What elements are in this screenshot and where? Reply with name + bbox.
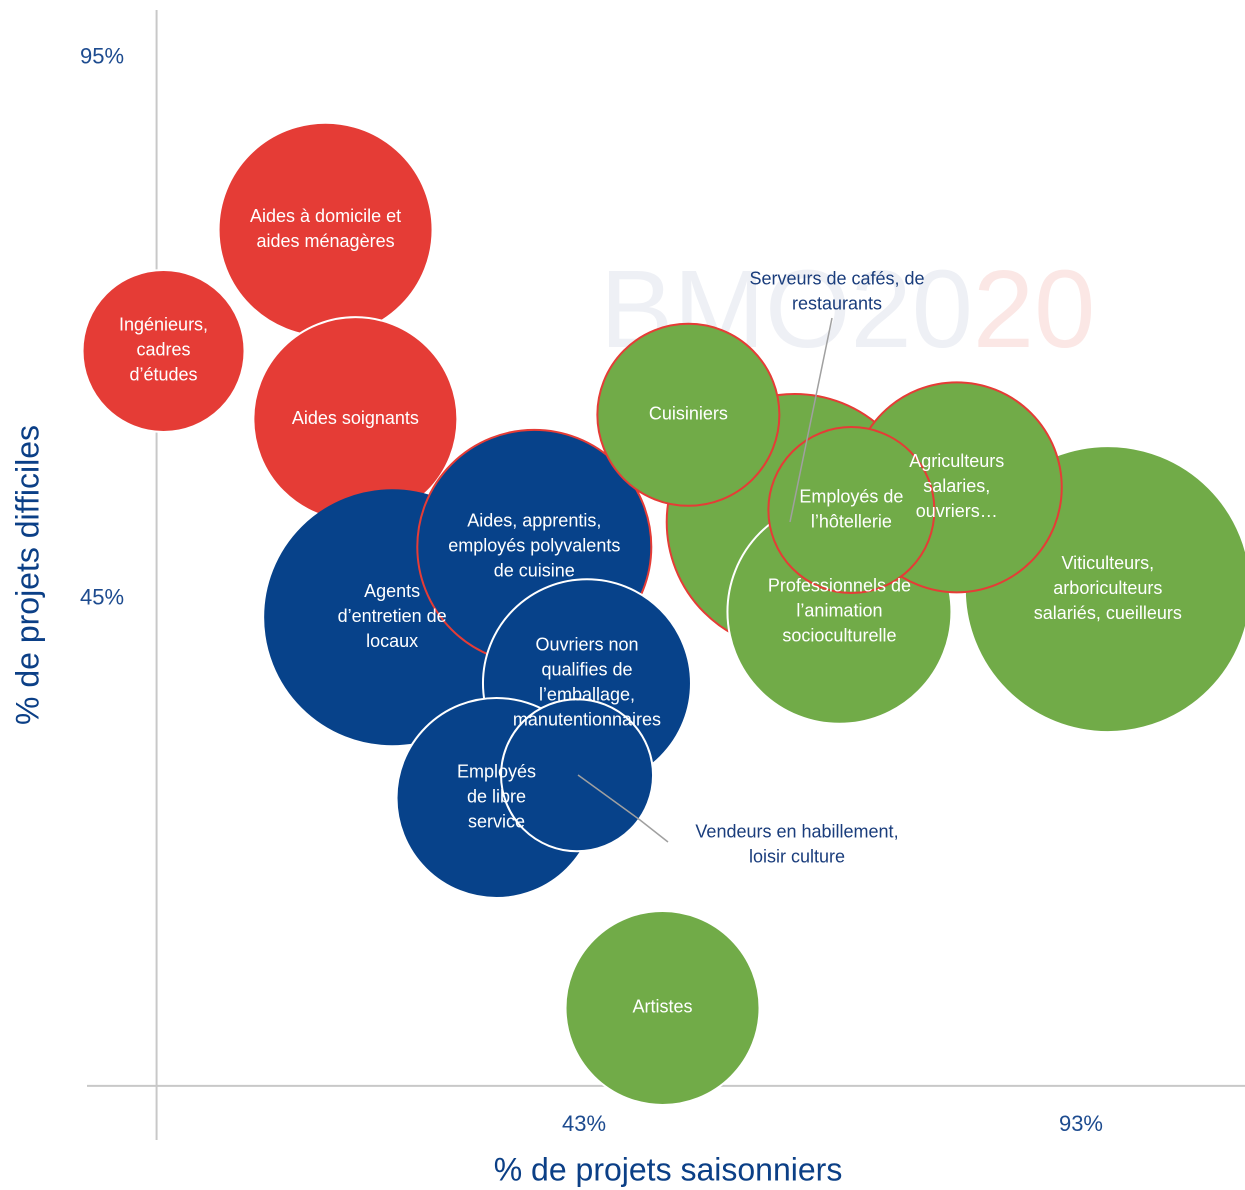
bubble-label: l’animation bbox=[796, 601, 882, 621]
bubble-label: ouvriers… bbox=[916, 501, 998, 521]
x-axis-title: % de projets saisonniers bbox=[494, 1151, 843, 1187]
leader-line bbox=[789, 317, 833, 523]
bubble bbox=[596, 322, 781, 507]
bubble bbox=[564, 909, 761, 1106]
bubble-label: l’hôtellerie bbox=[811, 511, 892, 531]
annotation: restaurants bbox=[792, 293, 882, 313]
y-tick-label: 45% bbox=[80, 585, 124, 610]
watermark-part: 20 bbox=[973, 248, 1095, 371]
bubble-label: cadres bbox=[137, 340, 191, 360]
x-tick-label: 93% bbox=[1059, 1111, 1103, 1136]
bubble-label: Aides à domicile et bbox=[250, 206, 401, 226]
annotation: loisir culture bbox=[749, 846, 845, 866]
bubble-label: d’entretien de bbox=[338, 606, 447, 626]
bubble bbox=[217, 121, 434, 338]
bubble-label: salariés, cueilleurs bbox=[1034, 603, 1182, 623]
bubble-label: Agriculteurs bbox=[909, 451, 1004, 471]
bubble-label: Employés bbox=[457, 762, 536, 782]
bubble-label: Artistes bbox=[633, 997, 693, 1017]
bubble-label: Agents bbox=[364, 581, 420, 601]
bubble-label: Viticulteurs, bbox=[1061, 553, 1154, 573]
bubble-label: Ouvriers non bbox=[535, 634, 638, 654]
leader-line bbox=[577, 774, 669, 843]
bubble-label: aides ménagères bbox=[257, 231, 395, 251]
bubble-label: d’études bbox=[130, 365, 198, 385]
bubble-label: Cuisiniers bbox=[649, 404, 728, 424]
bubble-label: arboriculteurs bbox=[1053, 578, 1162, 598]
annotation: Vendeurs en habillement, bbox=[695, 821, 898, 841]
bubble-label: locaux bbox=[366, 631, 418, 651]
x-tick-label: 43% bbox=[562, 1111, 606, 1136]
bubble-label: socioculturelle bbox=[782, 626, 896, 646]
bubble-label: Employés de bbox=[799, 486, 903, 506]
bubble bbox=[767, 426, 936, 595]
bubble-label: Aides, apprentis, bbox=[467, 511, 601, 531]
bubble-label: Professionnels de bbox=[768, 576, 911, 596]
y-axis-title: % de projets difficiles bbox=[9, 425, 45, 725]
bubble bbox=[81, 268, 246, 433]
y-tick-label: 95% bbox=[80, 43, 124, 68]
bubble-label: manutentionnaires bbox=[513, 709, 661, 729]
bubble-label: salaries, bbox=[923, 476, 990, 496]
bubble-label: de libre bbox=[467, 787, 526, 807]
bubble bbox=[500, 698, 655, 853]
bubble-label: l’emballage, bbox=[539, 684, 635, 704]
bubble-label: employés polyvalents bbox=[448, 536, 620, 556]
bubble-label: Ingénieurs, bbox=[119, 315, 208, 335]
bubble-label: qualifies de bbox=[541, 659, 632, 679]
bubble-label: de cuisine bbox=[494, 561, 575, 581]
annotation: Serveurs de cafés, de bbox=[749, 268, 924, 288]
bubble-label: Aides soignants bbox=[292, 408, 419, 428]
bubble-label: service bbox=[468, 812, 525, 832]
